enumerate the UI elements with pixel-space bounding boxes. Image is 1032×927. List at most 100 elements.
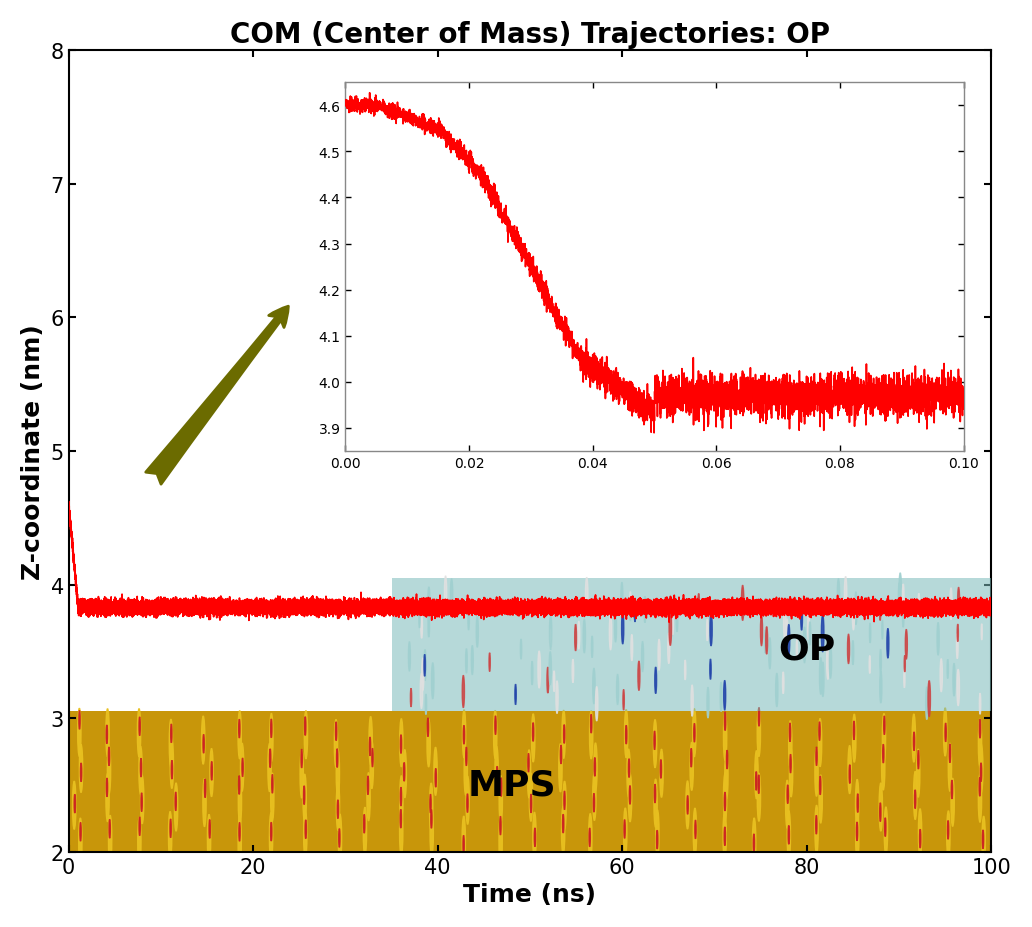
Circle shape	[421, 615, 422, 639]
Circle shape	[499, 817, 502, 835]
Circle shape	[787, 625, 789, 654]
Circle shape	[690, 743, 694, 791]
Title: COM (Center of Mass) Trajectories: OP: COM (Center of Mass) Trajectories: OP	[230, 20, 830, 49]
Circle shape	[433, 747, 438, 795]
Circle shape	[140, 758, 141, 777]
Circle shape	[400, 809, 401, 828]
Circle shape	[404, 763, 405, 781]
Circle shape	[698, 594, 700, 618]
Circle shape	[109, 819, 110, 838]
Circle shape	[676, 605, 678, 632]
Circle shape	[788, 826, 789, 844]
Circle shape	[462, 817, 465, 864]
Circle shape	[238, 817, 241, 865]
Circle shape	[644, 597, 646, 623]
Circle shape	[462, 710, 465, 758]
Circle shape	[609, 615, 612, 650]
Circle shape	[707, 619, 708, 641]
Circle shape	[270, 822, 271, 841]
Circle shape	[869, 656, 870, 674]
Circle shape	[844, 577, 847, 613]
Circle shape	[789, 749, 793, 797]
Circle shape	[979, 744, 982, 793]
Circle shape	[654, 667, 656, 693]
Circle shape	[593, 794, 594, 812]
Circle shape	[106, 778, 107, 797]
Circle shape	[589, 711, 592, 759]
Circle shape	[720, 682, 722, 712]
Circle shape	[450, 579, 453, 614]
Circle shape	[336, 749, 340, 797]
Circle shape	[624, 710, 627, 758]
Circle shape	[593, 743, 598, 791]
Circle shape	[952, 781, 953, 799]
Circle shape	[212, 762, 213, 781]
Circle shape	[978, 719, 981, 768]
Circle shape	[653, 720, 656, 768]
Circle shape	[821, 616, 824, 652]
Circle shape	[338, 814, 342, 862]
Circle shape	[594, 757, 595, 777]
Circle shape	[467, 609, 470, 630]
Circle shape	[881, 743, 884, 790]
Circle shape	[869, 623, 871, 643]
Circle shape	[425, 694, 426, 715]
Circle shape	[937, 623, 939, 655]
Circle shape	[589, 828, 590, 846]
Circle shape	[495, 746, 498, 794]
Circle shape	[691, 685, 694, 717]
Circle shape	[898, 583, 900, 611]
Circle shape	[77, 708, 82, 756]
Circle shape	[819, 776, 820, 794]
Circle shape	[882, 744, 884, 763]
Circle shape	[74, 794, 75, 813]
Circle shape	[106, 709, 109, 757]
Circle shape	[466, 794, 469, 813]
Circle shape	[338, 829, 340, 847]
Circle shape	[592, 668, 595, 704]
Circle shape	[558, 744, 562, 792]
Circle shape	[654, 731, 655, 750]
Circle shape	[654, 784, 655, 803]
Circle shape	[399, 776, 404, 824]
Circle shape	[830, 645, 832, 679]
Circle shape	[549, 616, 552, 650]
Circle shape	[947, 820, 948, 839]
Circle shape	[856, 780, 859, 828]
Circle shape	[614, 613, 616, 642]
Circle shape	[404, 750, 407, 798]
Circle shape	[815, 816, 817, 834]
Circle shape	[336, 782, 340, 831]
Circle shape	[79, 744, 83, 793]
Circle shape	[465, 747, 467, 766]
Circle shape	[766, 627, 768, 654]
Circle shape	[238, 822, 240, 842]
Circle shape	[707, 688, 709, 718]
Circle shape	[445, 577, 447, 609]
Circle shape	[301, 749, 302, 768]
Circle shape	[656, 831, 657, 849]
Circle shape	[462, 676, 464, 708]
Circle shape	[304, 711, 308, 759]
Circle shape	[489, 653, 490, 672]
Circle shape	[501, 778, 502, 796]
Circle shape	[207, 815, 211, 863]
Circle shape	[563, 725, 565, 743]
Circle shape	[724, 751, 729, 799]
X-axis label: Time (ns): Time (ns)	[463, 883, 596, 907]
Circle shape	[562, 815, 563, 833]
Circle shape	[808, 614, 809, 640]
Circle shape	[169, 719, 172, 768]
Circle shape	[496, 767, 497, 785]
Circle shape	[753, 834, 754, 853]
Circle shape	[787, 811, 791, 859]
Circle shape	[723, 773, 727, 821]
Text: OP: OP	[778, 632, 835, 666]
Circle shape	[801, 605, 803, 630]
Circle shape	[106, 774, 109, 821]
Circle shape	[769, 638, 771, 669]
Circle shape	[79, 822, 82, 841]
Circle shape	[562, 710, 566, 758]
Circle shape	[370, 741, 374, 789]
Circle shape	[427, 588, 430, 622]
